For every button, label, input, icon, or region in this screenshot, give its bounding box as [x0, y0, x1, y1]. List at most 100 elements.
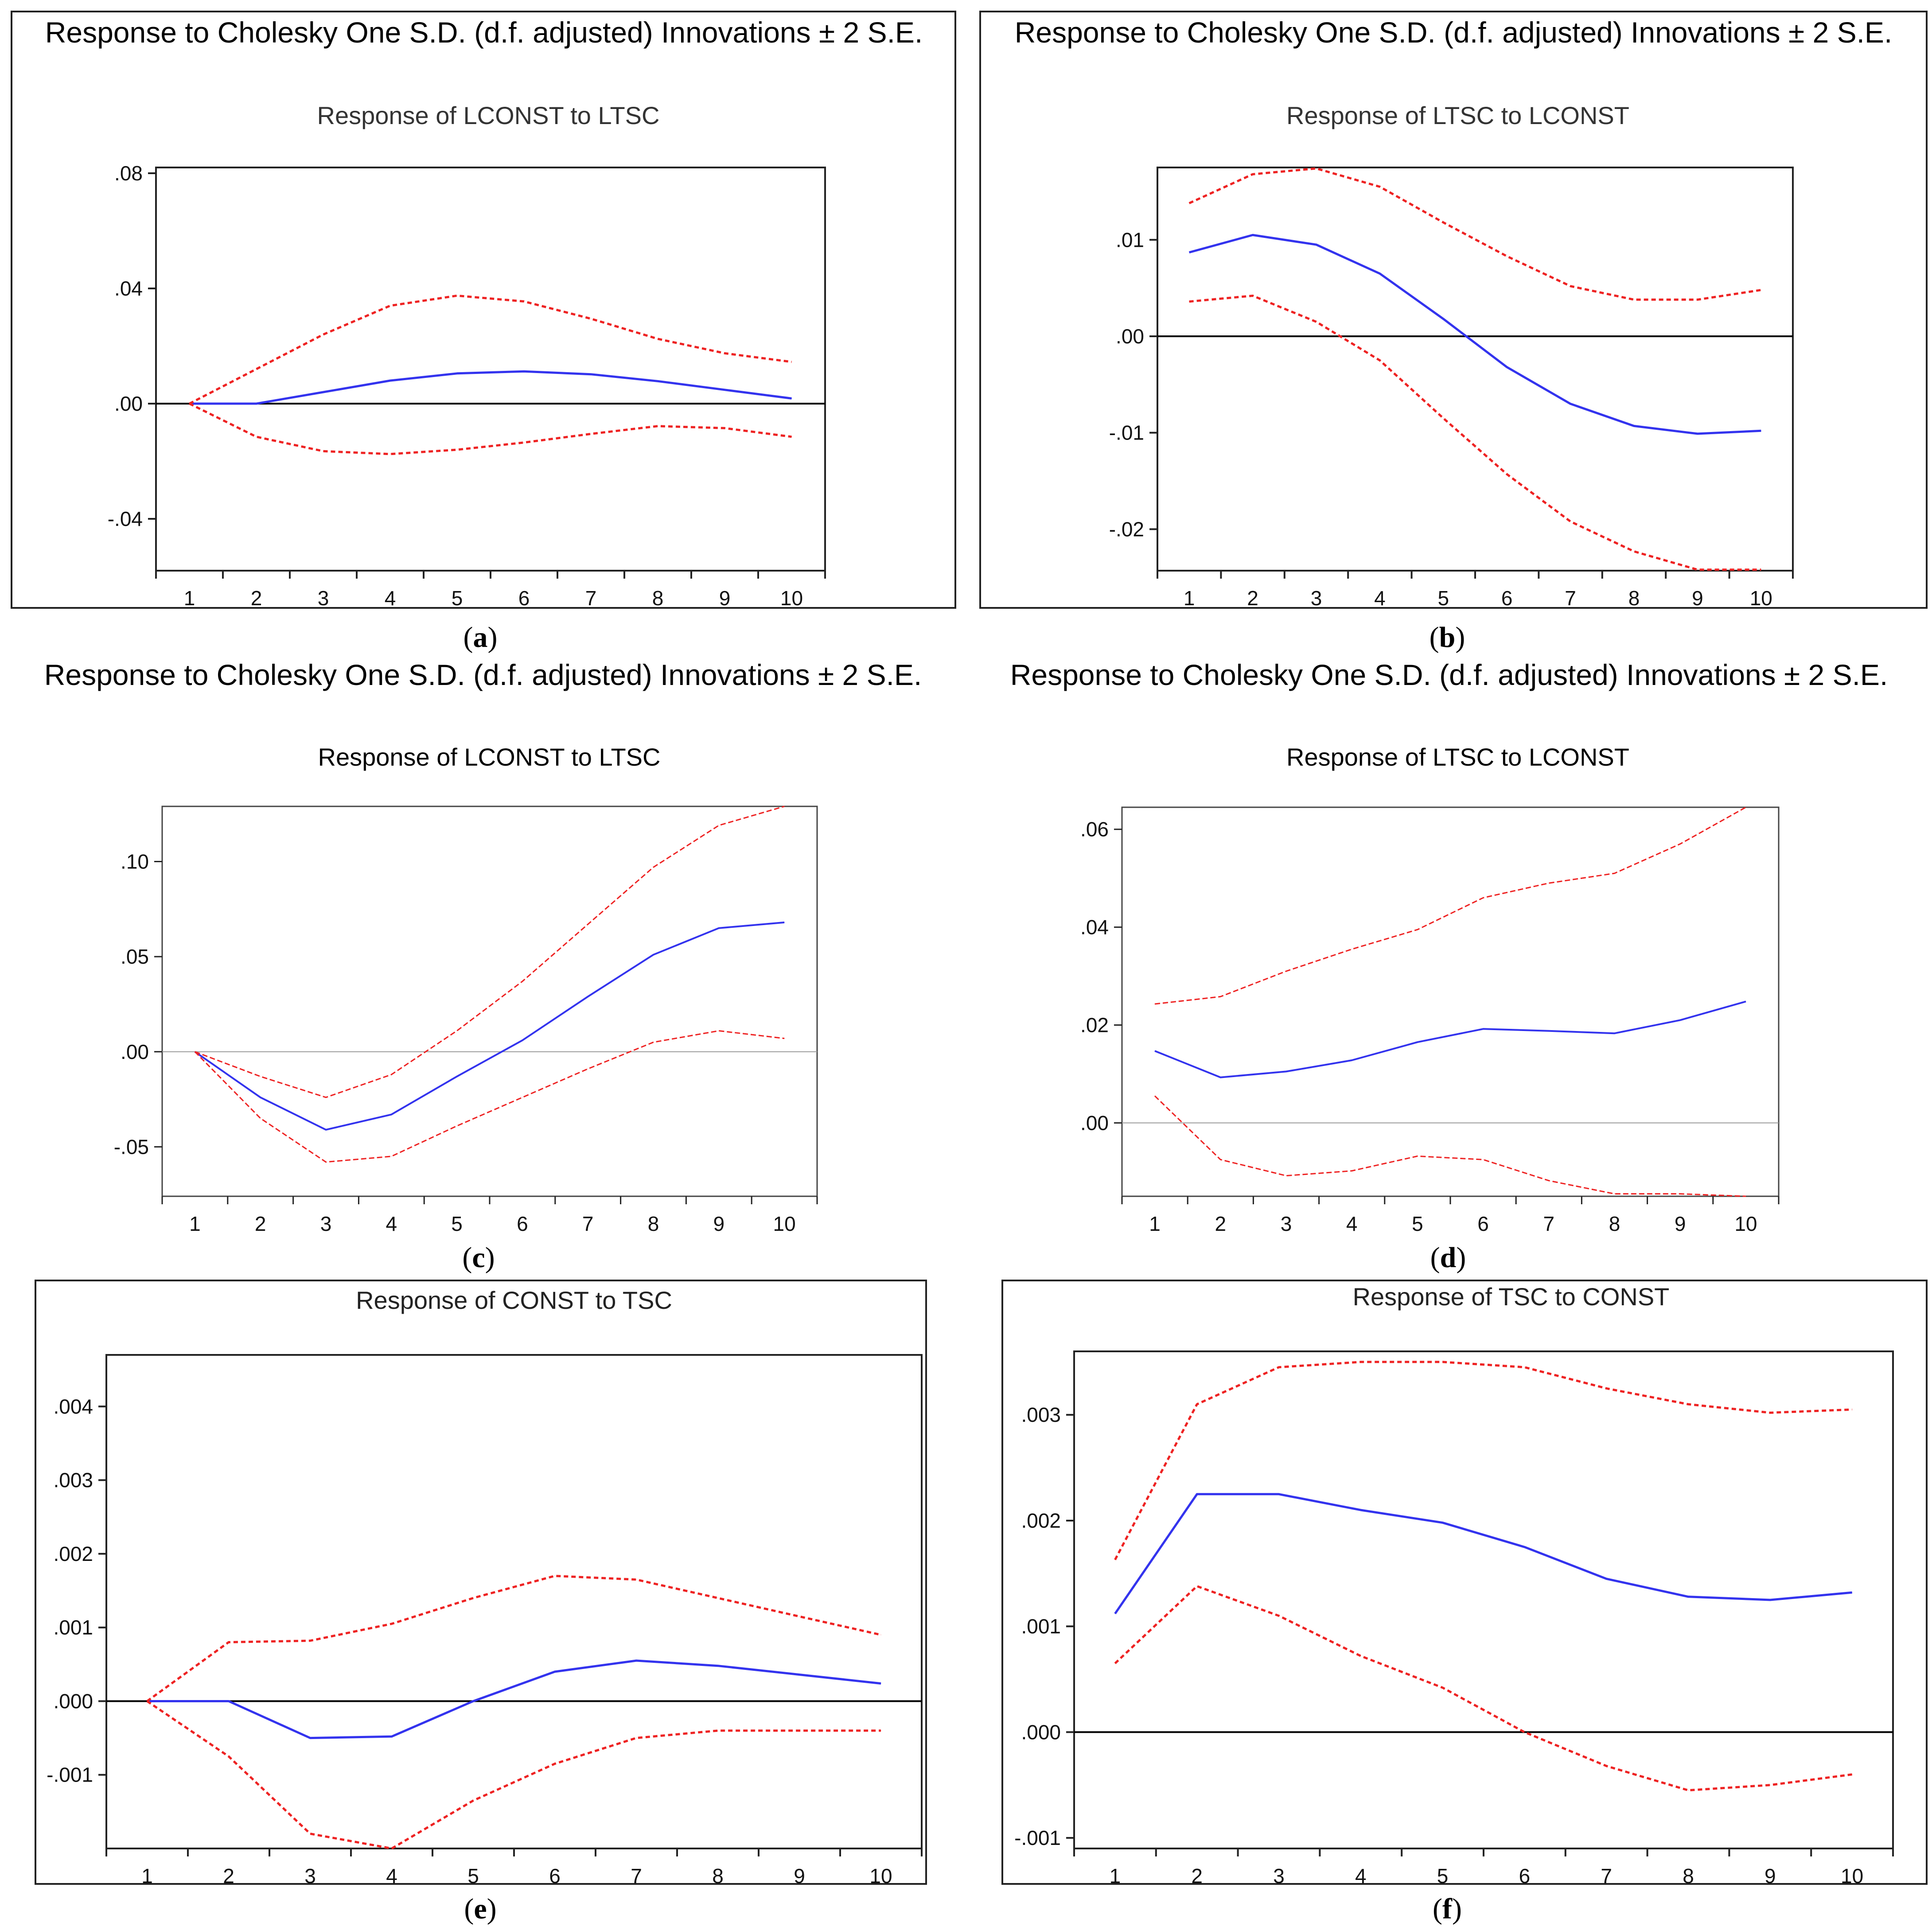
point-e-lower-5: [473, 1800, 474, 1801]
x-tick-label-a-1: 1: [184, 587, 195, 610]
panel-f-border: [1001, 1280, 1928, 1885]
y-tick-label-f-4: -.001: [1014, 1826, 1061, 1849]
y-tick-label-f-2: .001: [1021, 1615, 1061, 1638]
x-tick-label-d-7: 7: [1543, 1212, 1555, 1235]
point-d-response-8: [1614, 1033, 1615, 1034]
point-c-lower-10: [784, 1038, 785, 1039]
panel-f: Response of TSC to CONST .003.002.001.00…: [1001, 1280, 1928, 1925]
y-tick-label-b-2: -.01: [1109, 421, 1144, 444]
point-b-lower-5: [1443, 418, 1444, 419]
series-line-f-lower: [1114, 1585, 1852, 1792]
x-tick-label-b-2: 2: [1247, 587, 1258, 610]
point-c-upper-4: [391, 1074, 392, 1075]
y-tick-label-a-1: .04: [114, 277, 143, 300]
series-line-a-lower: [189, 402, 792, 455]
series-line-e-upper: [146, 1575, 881, 1702]
series-line-e-lower: [146, 1700, 881, 1850]
y-tick-label-d-2: .02: [1080, 1013, 1109, 1036]
y-tick-label-b-3: -.02: [1109, 518, 1144, 541]
x-tick-label-f-7: 7: [1601, 1864, 1612, 1887]
x-tick-label-e-2: 2: [223, 1864, 234, 1887]
point-b-lower-9: [1697, 569, 1698, 570]
y-tick-label-a-3: -.04: [108, 507, 143, 530]
panel-e-title: Response of CONST to TSC: [356, 1286, 672, 1314]
panel-b: Response to Cholesky One S.D. (d.f. adju…: [979, 11, 1928, 654]
point-c-upper-10: [784, 806, 785, 807]
y-tick-label-f-0: .003: [1021, 1403, 1061, 1426]
chart-e: .004 .003 .002 .001 .000 -.001 1 2 3 4 5 6 7 8 9 10: [47, 1395, 923, 1887]
y-tick-label-c-2: .00: [121, 1040, 149, 1063]
y-tick-label-f-3: .000: [1021, 1720, 1061, 1743]
point-d-response-2: [1220, 1077, 1221, 1078]
panel-c: Response to Cholesky One S.D. (d.f. adju…: [44, 658, 922, 1274]
point-e-response-9: [799, 1674, 800, 1675]
x-tick-label-f-9: 9: [1765, 1864, 1776, 1887]
point-b-upper-5: [1443, 222, 1444, 223]
point-d-lower-10: [1745, 1196, 1746, 1197]
x-tick-label-a-8: 8: [652, 587, 664, 610]
y-tick-label-e-1: .003: [53, 1469, 93, 1492]
point-a-upper-9: [724, 353, 725, 354]
point-d-upper-8: [1614, 873, 1615, 874]
point-a-response-10: [791, 398, 792, 399]
y-tick-label-e-5: -.001: [47, 1763, 93, 1786]
x-tick-label-c-8: 8: [648, 1212, 659, 1235]
x-tick-label-d-5: 5: [1412, 1212, 1423, 1235]
point-a-response-9: [724, 389, 725, 390]
point-a-upper-2: [256, 369, 257, 370]
x-tick-label-a-7: 7: [585, 587, 597, 610]
series-line-c-upper: [195, 805, 785, 1098]
x-tick-label-c-3: 3: [320, 1212, 332, 1235]
x-tick-label-f-5: 5: [1437, 1864, 1449, 1887]
x-tick-label-a-2: 2: [251, 587, 262, 610]
chart-b: .01 .00 -.01 -.02 1 2 3 4 5 6 7 8 9 10: [1109, 167, 1794, 610]
point-f-upper-8: [1688, 1404, 1689, 1405]
x-tick-label-d-6: 6: [1477, 1212, 1489, 1235]
x-tick-label-b-1: 1: [1184, 587, 1195, 610]
x-tick-label-b-3: 3: [1311, 587, 1322, 610]
point-c-lower-8: [653, 1042, 654, 1043]
point-d-upper-10: [1745, 807, 1746, 808]
x-tick-label-a-4: 4: [385, 587, 396, 610]
point-a-lower-2: [256, 436, 257, 437]
y-tick-label-c-1: .05: [121, 945, 149, 968]
x-tick-label-e-8: 8: [712, 1864, 724, 1887]
x-tick-label-c-4: 4: [386, 1212, 397, 1235]
x-tick-label-e-9: 9: [794, 1864, 805, 1887]
x-tick-label-e-3: 3: [304, 1864, 316, 1887]
x-tick-label-b-5: 5: [1438, 587, 1449, 610]
point-c-response-8: [653, 954, 654, 955]
x-tick-label-d-8: 8: [1609, 1212, 1620, 1235]
y-tick-label-f-1: .002: [1021, 1509, 1061, 1532]
chart-a: .08 .04 .00 -.04 1 2 3 4 5 6 7 8 9 10: [108, 162, 826, 610]
point-c-upper-8: [653, 867, 654, 868]
panel-e: Response of CONST to TSC .004.003.002.00…: [35, 1280, 927, 1925]
x-tick-label-c-6: 6: [517, 1212, 528, 1235]
point-c-response-4: [391, 1114, 392, 1115]
series-line-b-response: [1189, 233, 1761, 435]
panel-a-border: [11, 11, 956, 609]
panel-b-title: Response of LTSC to LCONST: [1286, 101, 1629, 129]
x-tick-label-d-2: 2: [1215, 1212, 1227, 1235]
series-line-d-response: [1154, 1000, 1746, 1078]
x-tick-label-f-1: 1: [1110, 1864, 1121, 1887]
y-tick-label-e-4: .000: [53, 1689, 93, 1712]
x-tick-label-b-9: 9: [1692, 587, 1703, 610]
panel-c-caption: (c): [462, 1241, 495, 1274]
x-tick-label-c-9: 9: [713, 1212, 725, 1235]
x-tick-label-e-7: 7: [631, 1864, 642, 1887]
point-d-response-5: [1417, 1042, 1418, 1043]
x-tick-label-f-4: 4: [1355, 1864, 1367, 1887]
panel-b-border: [979, 11, 1928, 609]
x-tick-label-b-6: 6: [1501, 587, 1513, 610]
y-tick-label-b-1: .00: [1116, 325, 1144, 348]
x-tick-label-d-4: 4: [1346, 1212, 1358, 1235]
point-d-response-10: [1745, 1001, 1746, 1002]
y-tick-label-a-2: .00: [114, 392, 143, 415]
panel-c-header: Response to Cholesky One S.D. (d.f. adju…: [44, 658, 922, 691]
point-b-response-4: [1379, 273, 1380, 274]
panel-d-caption: (d): [1430, 1241, 1466, 1274]
y-tick-label-e-3: .001: [53, 1616, 93, 1639]
x-tick-label-e-4: 4: [386, 1864, 397, 1887]
